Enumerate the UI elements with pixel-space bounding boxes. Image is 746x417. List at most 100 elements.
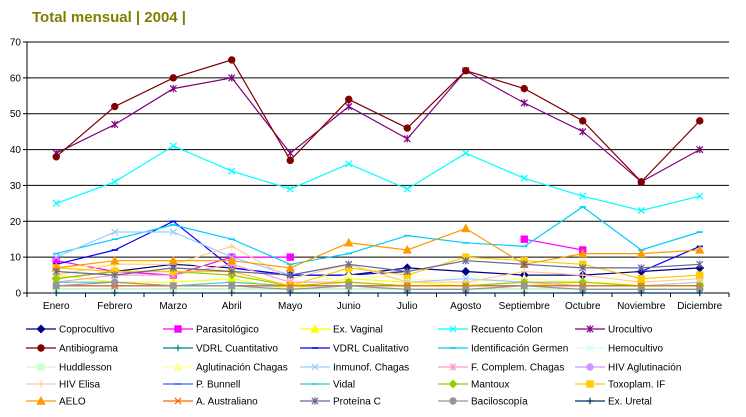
legend-item: Urocultivo xyxy=(575,325,653,336)
data-point xyxy=(579,289,586,297)
y-tick-label: 40 xyxy=(10,145,22,156)
data-point xyxy=(36,324,46,334)
series-line xyxy=(55,59,701,183)
legend-item: Inmunof. Chagas xyxy=(300,363,409,374)
y-tick-label: 10 xyxy=(10,253,22,264)
legend-label: AELO xyxy=(59,397,86,408)
x-tick-label: Mayo xyxy=(278,301,303,312)
data-point xyxy=(586,325,594,333)
data-point xyxy=(286,271,294,279)
data-point xyxy=(403,135,411,143)
y-tick-label: 70 xyxy=(10,38,22,49)
data-point xyxy=(449,363,457,371)
data-point xyxy=(578,248,588,258)
data-point xyxy=(52,199,60,207)
legend-item: Proteína C xyxy=(300,397,381,408)
legend-label: Baciloscopía xyxy=(471,397,528,408)
data-point xyxy=(345,289,352,297)
data-point xyxy=(520,260,528,269)
data-point xyxy=(696,289,703,297)
legend-item: HIV Aglutinación xyxy=(575,363,681,374)
data-point xyxy=(696,192,704,200)
data-point xyxy=(462,66,470,75)
legend-item: Ex. Uretal xyxy=(575,397,652,408)
legend-label: Mantoux xyxy=(471,380,509,391)
legend-label: VDRL Cuantitativo xyxy=(196,344,278,355)
data-point xyxy=(586,344,594,352)
legend-label: Toxoplam. IF xyxy=(608,380,665,391)
data-point xyxy=(403,267,411,276)
series-layer xyxy=(51,56,705,297)
legend-label: Hemocultivo xyxy=(608,344,663,355)
legend-label: A. Australiano xyxy=(196,397,258,408)
data-point xyxy=(169,84,177,93)
x-tick-label: Agosto xyxy=(450,301,482,312)
data-point xyxy=(345,95,353,104)
y-tick-label: 60 xyxy=(10,73,22,84)
data-point xyxy=(286,253,294,261)
legend-label: Ex. Uretal xyxy=(608,397,652,408)
legend-item: Toxoplam. IF xyxy=(575,380,665,391)
data-point xyxy=(174,397,182,405)
data-point xyxy=(111,102,119,111)
data-point xyxy=(696,271,704,279)
x-tick-label: Octubre xyxy=(565,301,601,312)
data-point xyxy=(520,99,528,107)
legend-item: Recuento Colon xyxy=(438,325,543,336)
data-point xyxy=(586,397,594,405)
data-point xyxy=(228,282,236,290)
legend-item: Parasitológico xyxy=(163,325,259,336)
legend-label: Vidal xyxy=(333,380,355,391)
data-point xyxy=(637,206,645,215)
data-point xyxy=(402,244,412,254)
series-24 xyxy=(53,289,703,297)
x-tick-label: Abril xyxy=(222,301,242,312)
legend-label: VDRL Cualitativo xyxy=(333,344,409,355)
data-point xyxy=(344,237,354,247)
data-point xyxy=(228,56,236,64)
legend-item: F. Complem. Chagas xyxy=(438,363,564,374)
data-point xyxy=(174,344,182,352)
data-point xyxy=(228,167,236,175)
legend-label: Proteína C xyxy=(333,397,381,408)
data-point xyxy=(169,228,177,236)
data-point xyxy=(403,124,411,132)
data-point xyxy=(521,268,528,275)
legend-label: Coprocultivo xyxy=(59,325,115,336)
series-line xyxy=(56,256,700,287)
data-point xyxy=(521,289,528,297)
data-point xyxy=(52,253,60,261)
data-point xyxy=(345,102,353,111)
data-point xyxy=(36,395,46,405)
data-point xyxy=(170,289,177,297)
data-point xyxy=(110,255,120,265)
legend-item: HIV Elisa xyxy=(26,380,101,391)
data-point xyxy=(449,325,457,333)
data-point xyxy=(111,120,119,129)
data-point xyxy=(520,84,528,93)
legend-label: Aglutinación Chagas xyxy=(196,363,288,374)
data-point xyxy=(462,275,470,283)
data-point xyxy=(404,289,411,297)
legend: Coprocultivo Parasitológico Ex. Vaginal Rec… xyxy=(26,323,681,408)
y-tick-label: 50 xyxy=(10,109,22,120)
data-point xyxy=(520,235,528,243)
legend-item: P. Bunnell xyxy=(163,380,240,391)
data-point xyxy=(579,271,586,279)
legend-item: A. Australiano xyxy=(163,397,258,408)
legend-label: Antibiograma xyxy=(59,344,118,355)
data-point xyxy=(462,289,469,297)
data-point xyxy=(696,260,704,269)
x-tick-label: Septiembre xyxy=(499,301,551,312)
data-point xyxy=(168,255,178,265)
series-3 xyxy=(52,142,704,215)
legend-label: Inmunof. Chagas xyxy=(333,363,409,374)
data-point xyxy=(696,145,704,154)
data-point xyxy=(638,289,645,297)
data-point xyxy=(462,257,470,265)
series-22 xyxy=(52,257,704,279)
data-point xyxy=(37,380,45,388)
legend-label: HIV Elisa xyxy=(59,380,101,391)
data-point xyxy=(636,248,646,258)
